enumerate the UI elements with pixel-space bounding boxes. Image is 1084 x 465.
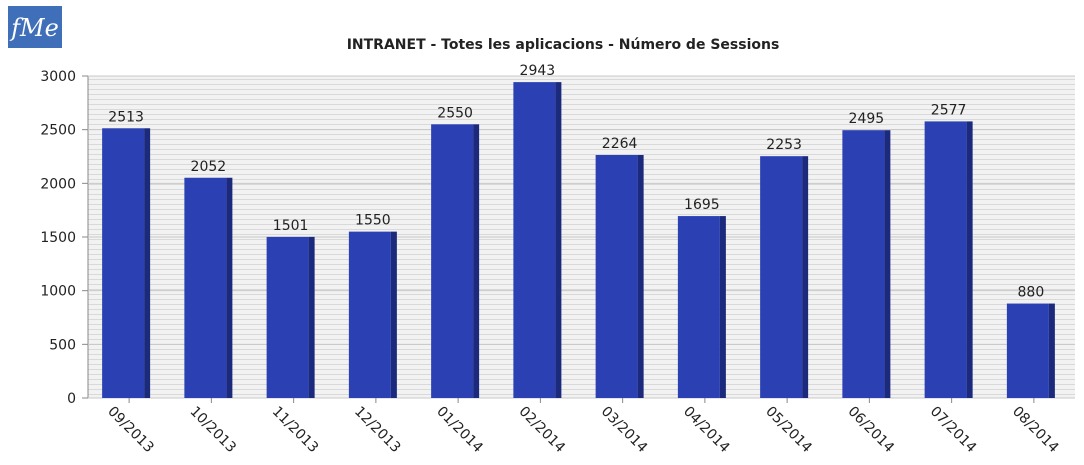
x-tick-label: 01/2014 xyxy=(433,404,486,457)
x-tick-label: 02/2014 xyxy=(516,404,569,457)
data-label: 2495 xyxy=(849,111,885,127)
bar-side xyxy=(719,216,726,398)
y-tick-label: 0 xyxy=(67,391,76,407)
logo: fMe xyxy=(9,14,59,42)
x-tick-label: 08/2014 xyxy=(1009,404,1062,457)
bar-side xyxy=(308,236,315,398)
y-tick-label: 2500 xyxy=(40,123,76,139)
bar-side xyxy=(884,130,891,398)
bar xyxy=(677,216,720,398)
bar-side xyxy=(144,128,151,398)
x-tick-label: 03/2014 xyxy=(598,404,651,457)
x-tick-label: 10/2013 xyxy=(187,404,239,456)
data-label: 2550 xyxy=(437,105,473,121)
bar xyxy=(184,177,227,398)
y-tick-label: 3000 xyxy=(40,69,76,85)
bar-side xyxy=(390,231,397,398)
data-label: 1550 xyxy=(355,213,391,229)
bar xyxy=(1006,303,1049,398)
data-label: 2513 xyxy=(108,109,144,125)
data-label: 2943 xyxy=(520,63,556,79)
y-tick-label: 500 xyxy=(49,337,76,353)
logo-box xyxy=(8,6,62,48)
data-label: 880 xyxy=(1018,285,1045,301)
bar xyxy=(348,231,391,398)
chart-title: INTRANET - Totes les aplicacions - Númer… xyxy=(347,37,780,53)
data-label: 1501 xyxy=(273,218,309,234)
bar xyxy=(102,128,145,398)
data-label: 2264 xyxy=(602,136,638,152)
bar xyxy=(513,82,556,399)
x-tick-label: 11/2013 xyxy=(269,404,321,456)
x-tick-label: 05/2014 xyxy=(762,404,815,457)
y-tick-label: 1000 xyxy=(40,284,76,300)
data-label: 2577 xyxy=(931,102,967,118)
bar xyxy=(595,154,638,398)
y-tick-label: 2000 xyxy=(40,176,76,192)
data-label: 2052 xyxy=(191,159,227,175)
bar-side xyxy=(226,177,233,398)
bar-side xyxy=(966,121,973,398)
data-label: 1695 xyxy=(684,197,720,213)
bar xyxy=(842,130,885,398)
bar-side xyxy=(1048,303,1055,398)
x-tick-label: 09/2013 xyxy=(104,404,156,456)
bar xyxy=(431,124,474,399)
bar xyxy=(266,236,309,398)
bar xyxy=(924,121,967,398)
x-tick-label: 12/2013 xyxy=(351,404,403,456)
bar-side xyxy=(473,124,480,399)
x-tick-label: 04/2014 xyxy=(680,404,733,457)
y-tick-label: 1500 xyxy=(40,230,76,246)
data-label: 2253 xyxy=(766,137,802,153)
bar-side xyxy=(802,156,809,398)
bar-side xyxy=(637,154,644,398)
x-tick-label: 07/2014 xyxy=(927,404,980,457)
bar xyxy=(760,156,803,398)
x-tick-label: 06/2014 xyxy=(845,404,898,457)
bar-side xyxy=(555,82,562,399)
